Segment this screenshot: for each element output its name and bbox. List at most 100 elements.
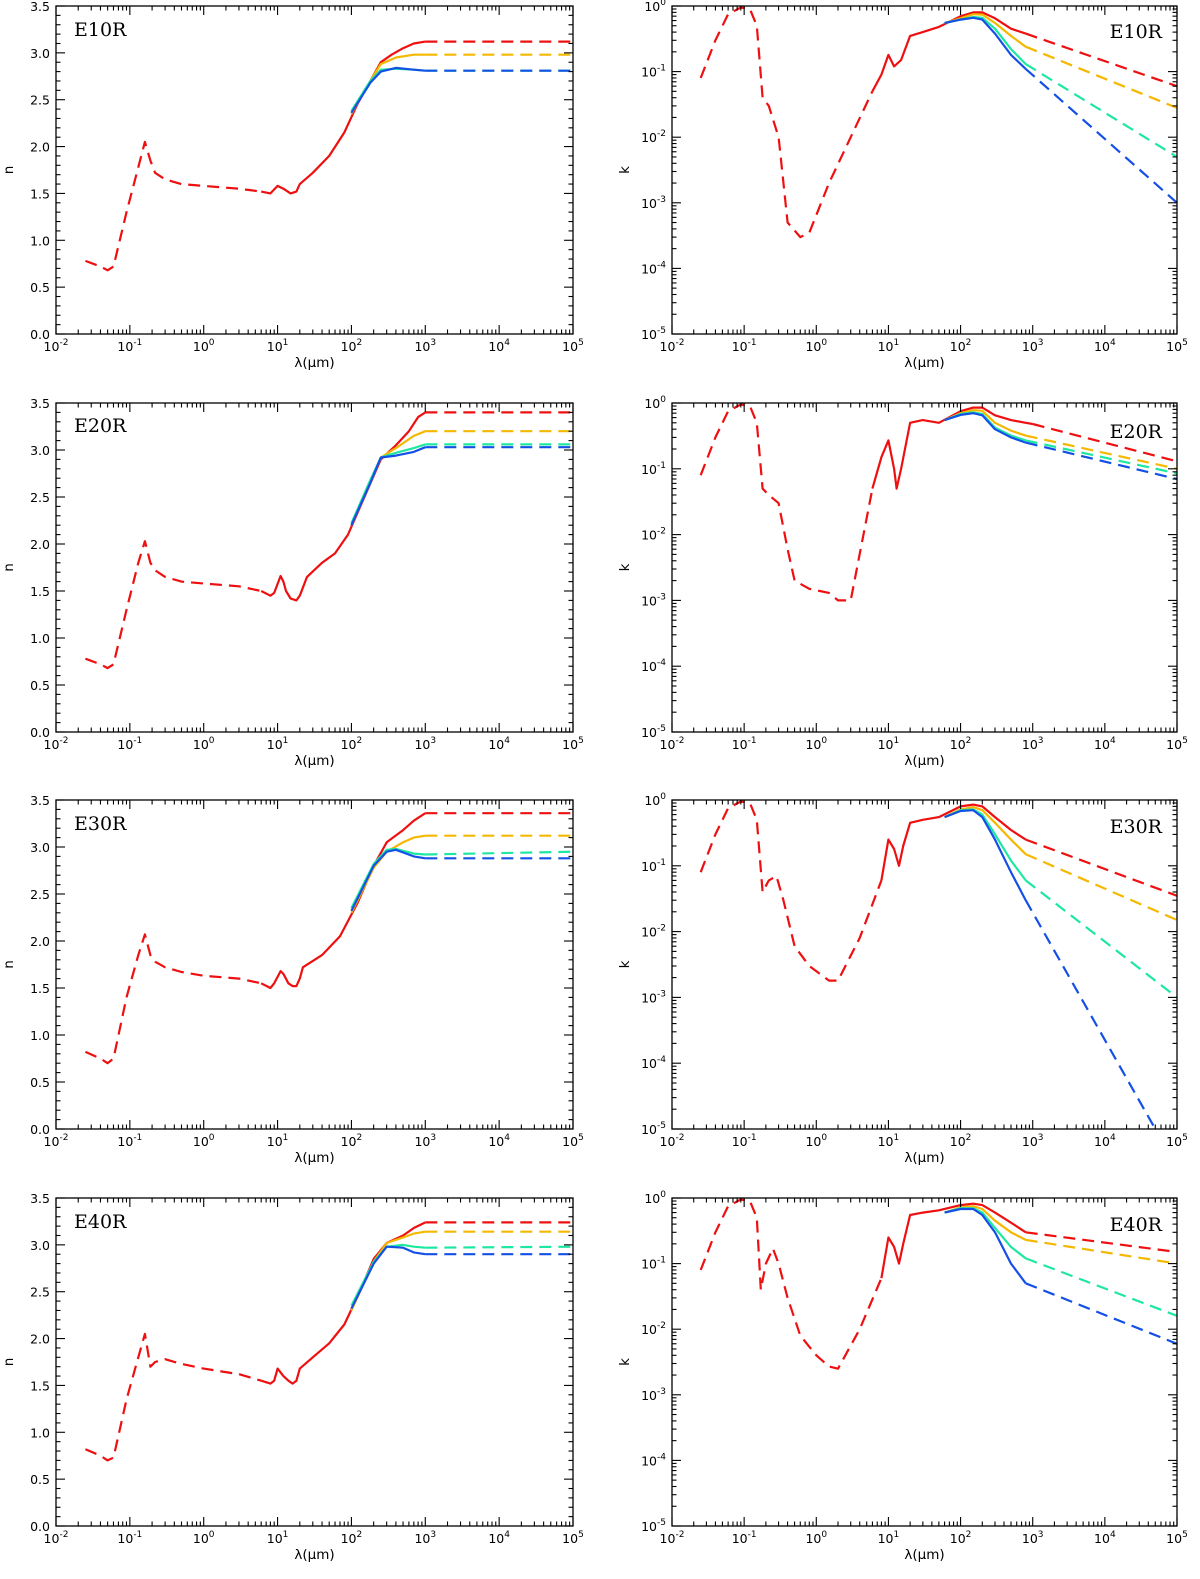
- y-tick-label: 10-3: [641, 989, 666, 1005]
- curves: [84, 812, 573, 1065]
- curve-series_3-solid: [350, 430, 426, 526]
- curve-series_4-dashed: [85, 540, 262, 670]
- curve-series_3-solid: [944, 13, 1027, 48]
- x-tick-label: 103: [1022, 1530, 1044, 1546]
- x-axis-label: λ(μm): [904, 1150, 944, 1166]
- curve-series_3-solid: [944, 409, 1027, 437]
- ticks: [671, 5, 1178, 335]
- y-tick-label: 10-5: [641, 1121, 666, 1137]
- y-tick-label: 1.0: [30, 233, 50, 248]
- x-tick-label: 100: [805, 1530, 827, 1546]
- curve-series_3-solid: [350, 53, 426, 115]
- curve-series_1-solid: [350, 446, 426, 526]
- y-tick-label: 10-1: [641, 64, 666, 80]
- x-tick-label: 101: [267, 1133, 289, 1149]
- y-tick-label: 0.0: [30, 1122, 50, 1137]
- x-tick-label: 103: [414, 736, 436, 752]
- x-tick-label: 104: [488, 736, 510, 752]
- x-tick-label: 104: [488, 338, 510, 354]
- curve-series_4-dashed: [1025, 32, 1177, 88]
- y-tick-label: 3.0: [30, 840, 50, 855]
- curves: [85, 411, 573, 670]
- y-tick-label: 10-2: [641, 1321, 666, 1337]
- curve-series_4-dashed: [84, 1332, 262, 1462]
- y-tick-label: 1.0: [30, 1028, 50, 1043]
- curve-series_4-solid: [260, 40, 426, 195]
- y-axis-label: n: [1, 960, 17, 969]
- plot-frame: [671, 799, 1178, 1130]
- curve-series_4-solid: [871, 406, 1033, 490]
- x-tick-label: 10-1: [732, 1530, 757, 1546]
- curve-series_2-dashed: [425, 1245, 573, 1249]
- x-tick-label: 105: [562, 338, 584, 354]
- curve-series_4-dashed: [699, 6, 874, 239]
- curve-series_4-dashed: [84, 933, 262, 1065]
- x-tick-label: 102: [341, 338, 363, 354]
- curves: [85, 40, 573, 272]
- panel-E20R-n: 10-2 10-1 100 101 102 103 104 105 0.0 0.5 1.0 1.5 2.…: [1, 396, 584, 769]
- y-axis-label: k: [617, 563, 633, 571]
- y-tick-label: 1.0: [30, 631, 50, 646]
- ticks: [55, 402, 574, 733]
- curves: [699, 1198, 1177, 1370]
- ticks: [55, 799, 574, 1130]
- x-axis-label: λ(μm): [294, 1547, 334, 1563]
- curves: [699, 403, 1177, 602]
- y-axis-label: k: [617, 1358, 633, 1366]
- x-tick-label: 10-2: [44, 338, 69, 354]
- y-tick-label: 100: [644, 792, 666, 808]
- x-axis-label: λ(μm): [294, 1150, 334, 1166]
- curve-series_4-dashed: [699, 1198, 883, 1370]
- curve-series_2-dashed: [1025, 63, 1177, 158]
- y-tick-label: 1.5: [30, 584, 50, 599]
- y-tick-label: 10-5: [641, 724, 666, 740]
- y-tick-label: 10-2: [641, 527, 666, 543]
- x-axis-label: λ(μm): [904, 753, 944, 769]
- y-tick-label: 10-1: [641, 1256, 666, 1272]
- panel-label: E20R: [74, 415, 127, 437]
- curve-series_1-dashed: [1024, 899, 1157, 1129]
- x-tick-label: 102: [341, 1133, 363, 1149]
- x-tick-label: 105: [1166, 736, 1188, 752]
- x-tick-label: 103: [1022, 338, 1044, 354]
- x-tick-label: 102: [950, 338, 972, 354]
- x-tick-label: 10-2: [44, 736, 69, 752]
- curve-series_1-solid: [944, 1207, 1027, 1284]
- y-axis-label: n: [1, 563, 17, 572]
- y-tick-label: 10-3: [641, 1387, 666, 1403]
- curve-series_3-dashed: [1025, 1238, 1177, 1265]
- panel-label: E30R: [74, 813, 127, 835]
- y-tick-label: 10-3: [641, 195, 666, 211]
- y-tick-label: 1.5: [30, 186, 50, 201]
- ticks: [55, 5, 574, 335]
- y-tick-label: 10-4: [641, 1055, 666, 1071]
- x-tick-label: 102: [950, 1530, 972, 1546]
- y-tick-label: 2.5: [30, 887, 50, 902]
- x-tick-label: 100: [193, 338, 215, 354]
- y-axis-label: k: [617, 960, 633, 968]
- x-tick-label: 101: [878, 1133, 900, 1149]
- x-tick-label: 105: [562, 1133, 584, 1149]
- y-tick-label: 2.5: [30, 93, 50, 108]
- x-tick-label: 100: [805, 338, 827, 354]
- x-tick-label: 10-1: [732, 1133, 757, 1149]
- x-tick-label: 104: [1094, 736, 1116, 752]
- panel-E20R-k: 10-2 10-1 100 101 102 103 104 105 10-5 10-4 10-3 10…: [617, 395, 1188, 769]
- plot-frame: [671, 5, 1178, 335]
- panel-label: E30R: [1110, 816, 1163, 838]
- y-tick-label: 2.0: [30, 934, 50, 949]
- x-tick-label: 104: [1094, 1133, 1116, 1149]
- curve-series_2-solid: [350, 1243, 426, 1307]
- x-tick-label: 101: [878, 338, 900, 354]
- y-tick-label: 0.5: [30, 678, 50, 693]
- plot-frame: [55, 799, 574, 1130]
- y-tick-label: 2.0: [30, 537, 50, 552]
- plot-frame: [671, 402, 1178, 733]
- curve-series_2-dashed: [425, 850, 573, 856]
- curve-series_1-dashed: [1025, 441, 1177, 481]
- x-tick-label: 104: [1094, 1530, 1116, 1546]
- x-axis-label: λ(μm): [294, 753, 334, 769]
- y-tick-label: 3.5: [30, 0, 50, 14]
- curve-series_4-dashed: [1025, 1231, 1177, 1254]
- x-tick-label: 100: [193, 1530, 215, 1546]
